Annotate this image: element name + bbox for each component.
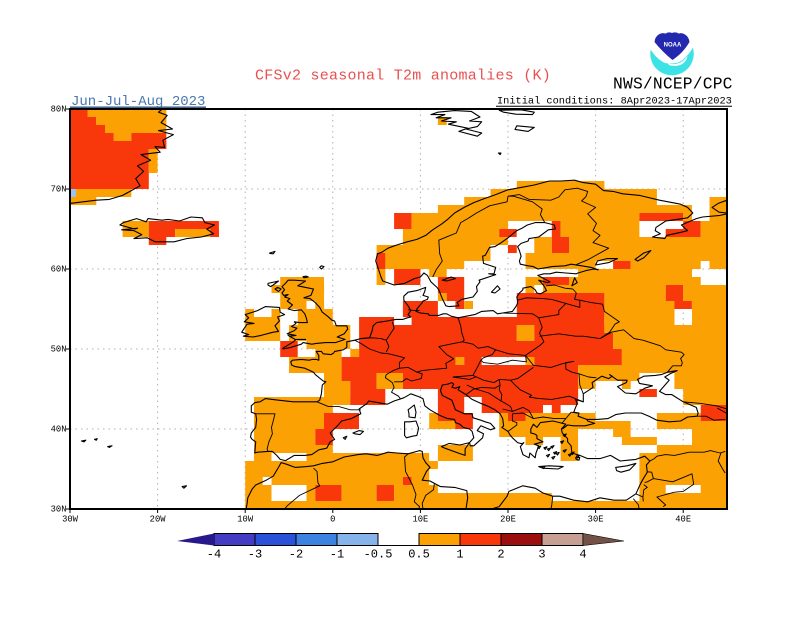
svg-text:4: 4 [579, 548, 586, 562]
svg-text:2: 2 [497, 548, 504, 562]
svg-text:-3: -3 [248, 548, 262, 562]
svg-text:1: 1 [456, 548, 463, 562]
svg-text:30E: 30E [588, 515, 604, 525]
svg-text:CFSv2 seasonal T2m anomalies (: CFSv2 seasonal T2m anomalies (K) [255, 68, 551, 85]
svg-text:Jun-Jul-Aug 2023: Jun-Jul-Aug 2023 [71, 94, 205, 110]
svg-text:0: 0 [330, 515, 335, 525]
svg-text:60N: 60N [51, 265, 67, 275]
svg-text:80N: 80N [51, 105, 67, 115]
svg-text:NOAA: NOAA [664, 43, 682, 49]
svg-text:20W: 20W [150, 515, 167, 525]
svg-text:-2: -2 [289, 548, 303, 562]
svg-text:40E: 40E [675, 515, 691, 525]
svg-text:-0.5: -0.5 [364, 548, 393, 562]
svg-text:-4: -4 [207, 548, 221, 562]
svg-text:30N: 30N [51, 505, 67, 515]
svg-text:30W: 30W [62, 515, 79, 525]
svg-text:10W: 10W [237, 515, 254, 525]
svg-text:20E: 20E [500, 515, 516, 525]
svg-text:-1: -1 [330, 548, 344, 562]
svg-text:10E: 10E [412, 515, 428, 525]
svg-text:3: 3 [538, 548, 545, 562]
svg-text:40N: 40N [51, 425, 67, 435]
svg-text:Initial conditions: 8Apr2023-1: Initial conditions: 8Apr2023-17Apr2023 [497, 96, 732, 108]
svg-text:50N: 50N [51, 345, 67, 355]
svg-text:70N: 70N [51, 185, 67, 195]
svg-text:NWS/NCEP/CPC: NWS/NCEP/CPC [613, 75, 733, 94]
svg-text:0.5: 0.5 [408, 548, 430, 562]
